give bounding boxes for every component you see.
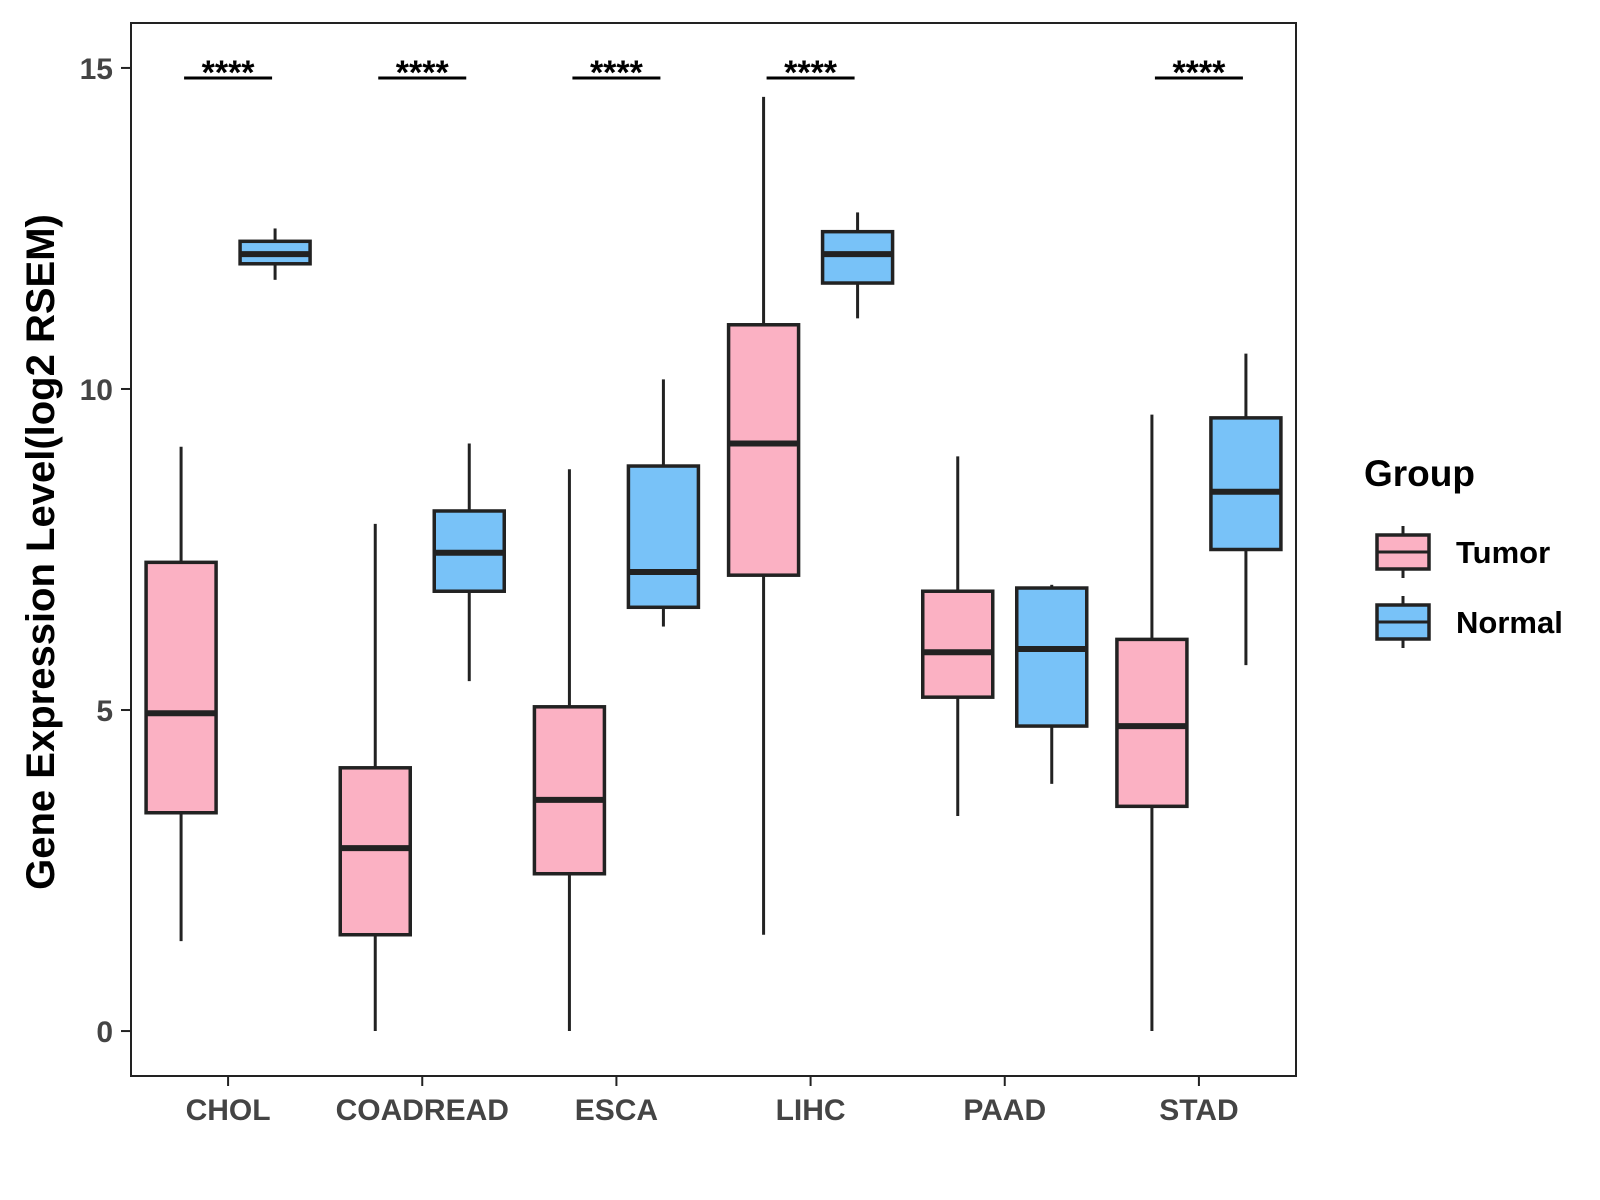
box-normal-esca: [626, 379, 701, 627]
y-tick-label: 5: [96, 695, 113, 728]
y-axis: 0 5 10 15: [80, 53, 131, 1049]
boxes-layer: [144, 96, 1283, 1032]
y-tick-label: 0: [96, 1016, 113, 1049]
x-axis: CHOL COADREAD ESCA LIHC PAAD STAD: [186, 1076, 1239, 1127]
significance-label: ****: [590, 54, 644, 92]
x-tick-label: ESCA: [575, 1094, 658, 1127]
box-normal-paad: [1015, 584, 1089, 784]
box-tumor-lihc: [726, 96, 801, 935]
box-iqr: [726, 323, 801, 577]
box-iqr: [1115, 637, 1189, 809]
box-tumor-stad: [1115, 414, 1189, 1032]
x-tick-label: PAAD: [963, 1094, 1046, 1127]
box-normal-stad: [1209, 353, 1283, 666]
box-iqr: [532, 705, 607, 876]
legend: Group Tumor Normal: [1364, 453, 1563, 648]
box-iqr: [1015, 586, 1089, 728]
x-tick-label: CHOL: [186, 1094, 271, 1127]
box-normal-chol: [238, 228, 312, 280]
box-tumor-paad: [921, 456, 995, 816]
box-iqr: [626, 464, 701, 610]
x-tick-label: COADREAD: [336, 1094, 509, 1127]
x-tick-label: STAD: [1159, 1094, 1238, 1127]
significance-label: ****: [396, 54, 450, 92]
y-tick-label: 10: [80, 374, 113, 407]
legend-item-tumor: Tumor: [1375, 526, 1550, 578]
significance-label: ****: [202, 54, 256, 92]
significance-layer: **** **** **** **** ****: [184, 54, 1243, 92]
box-iqr: [1209, 416, 1283, 552]
legend-item-normal: Normal: [1375, 596, 1563, 648]
y-tick-label: 15: [80, 53, 113, 86]
box-tumor-esca: [532, 469, 607, 1032]
box-iqr: [921, 589, 995, 699]
box-iqr: [144, 560, 218, 815]
y-axis-label: Gene Expression Level(log2 RSEM): [19, 214, 63, 890]
legend-label: Tumor: [1456, 535, 1550, 570]
box-iqr: [338, 766, 412, 937]
x-tick-label: LIHC: [776, 1094, 846, 1127]
box-normal-coadread: [432, 443, 506, 682]
legend-label: Normal: [1456, 605, 1563, 640]
box-iqr: [820, 229, 895, 285]
box-tumor-coadread: [338, 523, 412, 1032]
significance-label: ****: [1172, 54, 1226, 92]
plot-panel: [130, 22, 1297, 1077]
significance-label: ****: [784, 54, 838, 92]
legend-title: Group: [1364, 453, 1475, 494]
box-normal-lihc: [820, 212, 895, 319]
box-tumor-chol: [144, 446, 218, 942]
